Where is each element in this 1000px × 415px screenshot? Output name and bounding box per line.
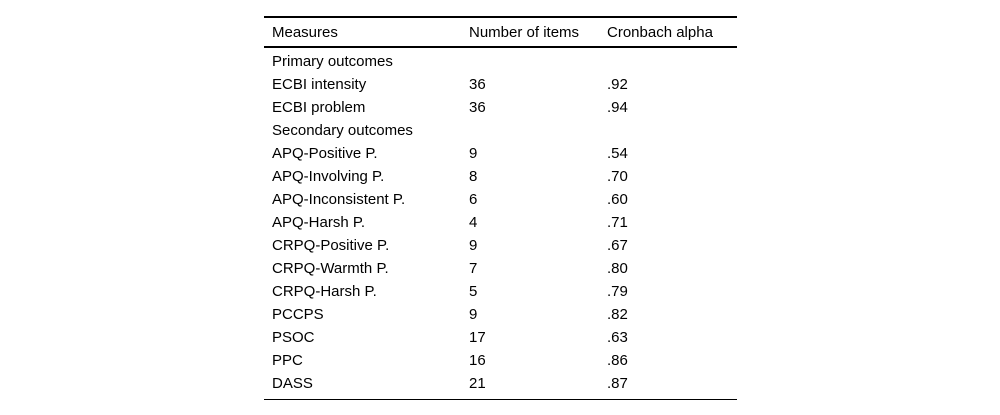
table-row-ecbi-intensity: ECBI intensity 36 .92 xyxy=(264,73,737,96)
table-row-section-primary: Primary outcomes xyxy=(264,50,737,73)
measure-cell: APQ-Involving P. xyxy=(272,168,385,185)
table-row-ppc: PPC 16 .86 xyxy=(264,349,737,372)
items-cell: 4 xyxy=(469,214,478,231)
items-cell: 9 xyxy=(469,306,478,323)
alpha-cell: .87 xyxy=(607,375,628,392)
column-header-measures: Measures xyxy=(272,23,338,41)
items-cell: 36 xyxy=(469,76,486,93)
items-cell: 17 xyxy=(469,329,486,346)
alpha-cell: .70 xyxy=(607,168,628,185)
alpha-cell: .54 xyxy=(607,145,628,162)
measure-cell: APQ-Inconsistent P. xyxy=(272,191,406,208)
items-cell: 5 xyxy=(469,283,478,300)
table-row-ecbi-problem: ECBI problem 36 .94 xyxy=(264,96,737,119)
table-header-row: Measures Number of items Cronbach alpha xyxy=(264,16,737,48)
table-row-crpq-harsh: CRPQ-Harsh P. 5 .79 xyxy=(264,280,737,303)
table-row-section-secondary: Secondary outcomes xyxy=(264,119,737,142)
measure-cell: CRPQ-Positive P. xyxy=(272,237,390,254)
table-row-crpq-warmth: CRPQ-Warmth P. 7 .80 xyxy=(264,257,737,280)
table-row-dass: DASS 21 .87 xyxy=(264,372,737,395)
measure-cell: CRPQ-Warmth P. xyxy=(272,260,389,277)
alpha-cell: .86 xyxy=(607,352,628,369)
alpha-cell: .79 xyxy=(607,283,628,300)
table-row-pccps: PCCPS 9 .82 xyxy=(264,303,737,326)
measure-cell: PCCPS xyxy=(272,306,324,323)
measure-cell: APQ-Positive P. xyxy=(272,145,378,162)
alpha-cell: .82 xyxy=(607,306,628,323)
column-header-cronbach-alpha: Cronbach alpha xyxy=(607,23,713,41)
items-cell: 6 xyxy=(469,191,478,208)
table-body: Primary outcomes ECBI intensity 36 .92 E… xyxy=(264,48,737,400)
alpha-cell: .92 xyxy=(607,76,628,93)
measure-cell: CRPQ-Harsh P. xyxy=(272,283,377,300)
alpha-cell: .80 xyxy=(607,260,628,277)
table-row-crpq-positive: CRPQ-Positive P. 9 .67 xyxy=(264,234,737,257)
items-cell: 36 xyxy=(469,99,486,116)
items-cell: 9 xyxy=(469,145,478,162)
measure-cell: DASS xyxy=(272,375,313,392)
reliability-table: Measures Number of items Cronbach alpha … xyxy=(264,16,737,400)
table-row-apq-harsh: APQ-Harsh P. 4 .71 xyxy=(264,211,737,234)
alpha-cell: .94 xyxy=(607,99,628,116)
measure-cell: ECBI problem xyxy=(272,99,366,116)
alpha-cell: .60 xyxy=(607,191,628,208)
measure-cell: ECBI intensity xyxy=(272,76,367,93)
items-cell: 16 xyxy=(469,352,486,369)
alpha-cell: .71 xyxy=(607,214,628,231)
items-cell: 9 xyxy=(469,237,478,254)
measure-cell: PPC xyxy=(272,352,303,369)
items-cell: 7 xyxy=(469,260,478,277)
column-header-number-of-items: Number of items xyxy=(469,23,580,41)
table-row-apq-involving: APQ-Involving P. 8 .70 xyxy=(264,165,737,188)
items-cell: 8 xyxy=(469,168,478,185)
measure-cell: Secondary outcomes xyxy=(272,122,413,139)
measure-cell: PSOC xyxy=(272,329,315,346)
items-cell: 21 xyxy=(469,375,486,392)
measure-cell: Primary outcomes xyxy=(272,53,393,70)
measure-cell: APQ-Harsh P. xyxy=(272,214,366,231)
table-row-apq-positive: APQ-Positive P. 9 .54 xyxy=(264,142,737,165)
alpha-cell: .67 xyxy=(607,237,628,254)
table-row-apq-inconsistent: APQ-Inconsistent P. 6 .60 xyxy=(264,188,737,211)
alpha-cell: .63 xyxy=(607,329,628,346)
table-row-psoc: PSOC 17 .63 xyxy=(264,326,737,349)
